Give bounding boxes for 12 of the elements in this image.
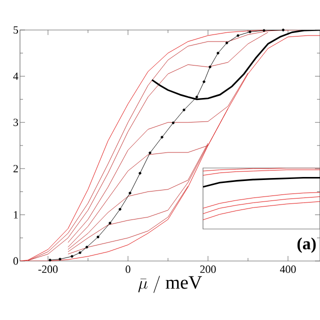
y-tick-label: 4 [13,72,18,80]
x-tick-label: -200 [38,266,58,273]
y-tick-label: 3 [14,118,18,126]
y-tick-label: 1 [14,211,18,218]
y-tick-label: 0 [13,257,18,265]
x-axis-title: $\bar{\mu}\ /\ \mathrm{meV}$ [138,276,202,293]
x-tick-label: 0 [126,266,130,273]
y-tick-label: 2 [13,164,18,172]
y-tick-label: 5 [14,26,18,34]
x-tick-label: 400 [280,266,296,273]
annotation: (a) [297,238,316,253]
x-tick-label: 200 [200,266,216,273]
